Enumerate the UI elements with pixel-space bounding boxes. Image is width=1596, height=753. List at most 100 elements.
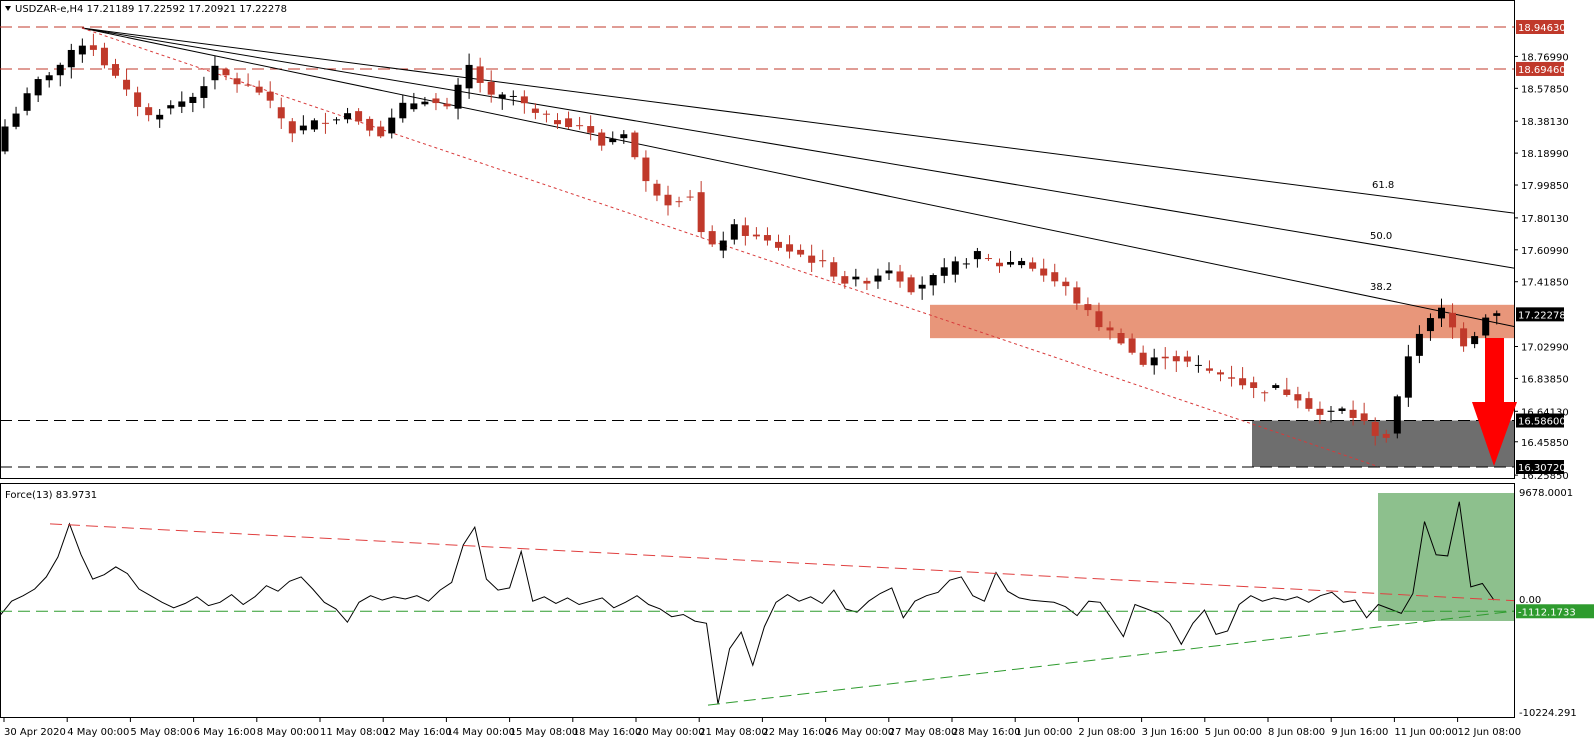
down-arrow-icon [1472,338,1517,466]
price-tag-bg-0 [1516,20,1564,34]
candle-body [1404,356,1412,398]
candle-105 [1161,347,1169,370]
price-tick-label-18.76990: 18.76990 [1521,52,1569,63]
candle-129 [1426,313,1434,341]
candle-body [896,271,904,282]
candle-body [1371,422,1379,436]
candle-body [719,240,727,251]
candle-body [167,105,175,109]
force-series-line [0,501,1495,705]
candle-79 [874,268,882,289]
time-label-6: 12 May 16:00 [383,727,452,738]
candle-body [620,134,628,139]
candle-body [1261,392,1269,394]
candle-41 [454,78,462,120]
candle-body [200,86,208,98]
candle-57 [631,130,639,160]
candle-126 [1393,394,1401,439]
candle-body [653,183,661,196]
candle-25 [277,97,285,129]
candle-54 [598,129,606,151]
candle-68 [752,227,760,240]
candle-84 [929,273,937,296]
candle-111 [1228,365,1236,387]
candle-36 [399,94,407,123]
candle-102 [1128,333,1136,355]
time-label-13: 26 May 00:00 [826,727,895,738]
candle-body [178,101,186,107]
candle-18 [200,76,208,109]
candle-body [1360,413,1368,421]
candle-64 [708,225,716,247]
candle-33 [366,116,374,137]
time-label-8: 15 May 08:00 [510,727,579,738]
candle-28 [310,118,318,132]
candle-body [277,107,285,119]
force-tag-bg [1516,604,1594,619]
candle-body [1183,356,1191,362]
candle-body [1460,328,1468,347]
candle-86 [951,256,959,283]
price-tick-label-16.64130: 16.64130 [1521,407,1569,418]
candle-73 [808,244,816,272]
candle-body [299,125,307,131]
candle-93 [1029,257,1037,272]
candle-body [609,138,617,143]
candle-88 [973,247,981,268]
red-trend-line [81,27,1379,468]
candle-body [56,64,64,76]
price-tag-bg-14 [1516,413,1564,428]
candle-65 [719,231,727,259]
candle-67 [741,217,749,246]
candle-body [1,126,9,152]
candle-44 [487,70,495,103]
candle-7 [78,38,86,63]
candle-125 [1382,429,1390,443]
candle-26 [288,118,296,143]
candle-29 [321,112,329,134]
candle-87 [962,258,970,269]
candle-34 [377,120,385,139]
price-tag-bg-16 [1516,460,1564,474]
candle-body [145,107,153,116]
candle-body [664,194,672,206]
candle-58 [642,150,650,192]
time-label-18: 3 Jun 16:00 [1142,727,1199,738]
candle-body [984,258,992,260]
force-index-line [0,501,1515,706]
candle-115 [1272,383,1280,390]
time-label-3: 6 May 16:00 [194,727,256,738]
candle-body [797,249,805,255]
candle-82 [907,274,915,295]
candle-27 [299,115,307,135]
dropdown-triangle-icon[interactable] [5,6,11,11]
force-breakout-zone [1378,493,1514,621]
candle-body [1415,333,1423,356]
candle-body [377,126,385,137]
price-tick-label-17.80130: 17.80130 [1521,214,1569,225]
candle-body [1272,385,1280,388]
time-label-20: 8 Jun 08:00 [1268,727,1325,738]
candle-5 [56,62,64,87]
price-tick-label-18.57850: 18.57850 [1521,84,1569,95]
candle-body [1382,433,1390,438]
candle-body [233,78,241,85]
candle-96 [1062,277,1070,296]
candle-body [885,270,893,274]
candle-body [874,275,882,282]
candle-98 [1084,297,1092,316]
time-label-21: 9 Jun 16:00 [1331,727,1388,738]
candle-body [1250,382,1258,388]
candle-body [255,86,263,93]
candle-124 [1371,417,1379,446]
candle-31 [344,107,352,124]
candle-83 [918,276,926,300]
price-tag-18.69460: 18.69460 [1518,65,1566,76]
candle-12 [134,86,142,117]
candle-122 [1349,400,1357,426]
candle-body [222,69,230,76]
candle-body [1316,408,1324,415]
candle-body [763,235,771,241]
candle-body [100,47,108,66]
candle-116 [1283,377,1291,397]
